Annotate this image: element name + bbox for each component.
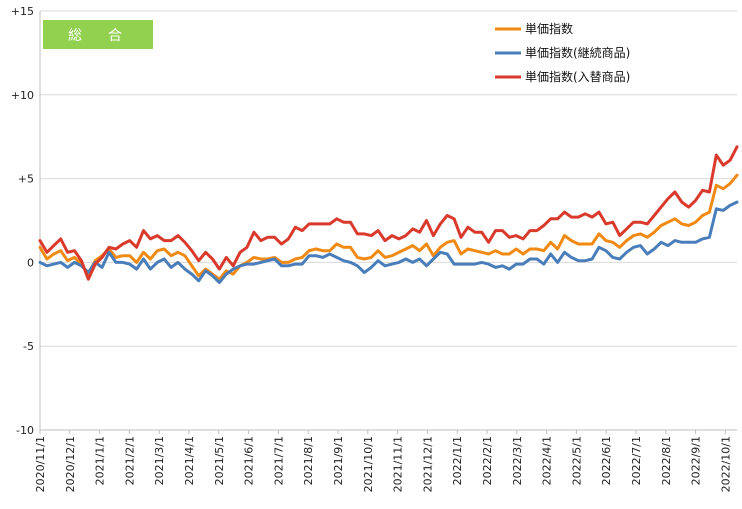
x-tick-label: 2022/4/1: [541, 436, 554, 485]
x-tick-label: 2022/8/1: [660, 436, 673, 485]
x-tick-label: 2022/7/1: [630, 436, 643, 485]
x-tick-label: 2022/9/1: [690, 436, 703, 485]
legend-label-1: 単価指数: [525, 21, 573, 36]
x-tick-label: 2021/2/1: [123, 436, 136, 485]
x-tick-label: 2021/1/1: [94, 436, 107, 485]
x-tick-label: 2022/1/1: [451, 436, 464, 485]
title-badge-background: [43, 20, 153, 49]
x-axis: 2020/11/1 2020/12/1 2021/1/1 2021/2/1 2021/3…: [34, 430, 732, 492]
x-tick-label: 2022/5/1: [570, 436, 583, 485]
x-tick-label: 2021/12/1: [421, 436, 434, 492]
y-tick-label: +10: [11, 89, 34, 102]
x-tick-label: 2022/2/1: [481, 436, 494, 485]
x-tick-label: 2021/4/1: [183, 436, 196, 485]
series-line-3: [38, 145, 739, 281]
x-tick-label: 2022/6/1: [600, 436, 613, 485]
legend-label-3: 単価指数(入替商品): [525, 69, 630, 84]
x-tick-label: 2022/10/1: [719, 436, 732, 492]
x-tick-label: 2021/6/1: [243, 436, 256, 485]
y-tick-label: +5: [18, 173, 34, 186]
series-line-2: [38, 200, 739, 284]
x-tick-label: 2020/11/1: [34, 436, 47, 492]
x-tick-label: 2021/11/1: [392, 436, 405, 492]
x-tick-label: 2020/12/1: [64, 436, 77, 492]
y-tick-label: -10: [16, 424, 34, 437]
x-tick-label: 2022/3/1: [511, 436, 524, 485]
x-tick-label: 2021/3/1: [153, 436, 166, 485]
chart-title-badge: 総 合: [43, 20, 153, 49]
series-lines: [38, 145, 739, 284]
series-line-1: [38, 173, 739, 281]
gridlines: [40, 10, 737, 431]
y-tick-label: 0: [27, 256, 34, 269]
y-tick-label: -5: [23, 340, 34, 353]
legend-label-2: 単価指数(継続商品): [525, 45, 630, 60]
x-tick-label: 2021/10/1: [362, 436, 375, 492]
y-tick-label: +15: [11, 5, 34, 18]
x-tick-label: 2021/5/1: [213, 436, 226, 485]
y-axis: +15 +10 +5 0 -5 -10: [11, 5, 737, 437]
x-tick-label: 2021/9/1: [332, 436, 345, 485]
x-tick-label: 2021/8/1: [302, 436, 315, 485]
chart-title: 総 合: [68, 28, 128, 44]
x-tick-label: 2021/7/1: [272, 436, 285, 485]
